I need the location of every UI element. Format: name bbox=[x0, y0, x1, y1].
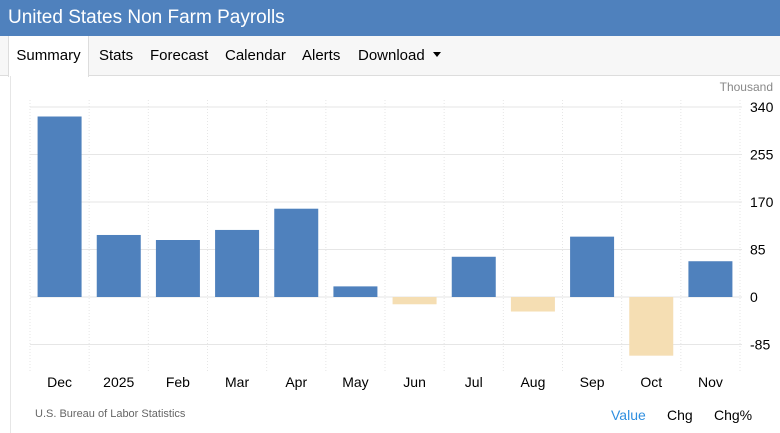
y-tick-label: 0 bbox=[750, 289, 758, 305]
bar-nov[interactable] bbox=[688, 261, 733, 297]
y-tick-label: -85 bbox=[750, 337, 770, 353]
bar-may[interactable] bbox=[333, 286, 378, 297]
x-tick-label: Aug bbox=[520, 374, 545, 390]
x-tick-label: Jul bbox=[465, 374, 483, 390]
caret-down-icon bbox=[432, 51, 441, 57]
view-tab-value[interactable]: Value bbox=[611, 407, 646, 423]
bar-apr[interactable] bbox=[274, 208, 319, 297]
bar-sep[interactable] bbox=[570, 236, 615, 297]
bar-jun[interactable] bbox=[392, 297, 437, 305]
x-tick-label: Oct bbox=[640, 374, 662, 390]
x-tick-label: Jun bbox=[403, 374, 426, 390]
source-label: U.S. Bureau of Labor Statistics bbox=[35, 408, 186, 420]
bar-oct[interactable] bbox=[629, 297, 674, 356]
bar-feb[interactable] bbox=[155, 240, 200, 297]
unit-label: Thousand bbox=[720, 80, 773, 94]
x-tick-label: 2025 bbox=[103, 374, 134, 390]
bars bbox=[37, 116, 733, 356]
y-axis: 340 255 170 85 0 -85 bbox=[750, 99, 774, 353]
y-tick-label: 85 bbox=[750, 242, 766, 258]
chart-panel bbox=[10, 76, 780, 433]
bar-mar[interactable] bbox=[215, 229, 260, 297]
page-title: United States Non Farm Payrolls bbox=[0, 0, 780, 36]
x-tick-label: May bbox=[342, 374, 368, 390]
tab-download-label: Download bbox=[358, 47, 425, 64]
tab-stats[interactable]: Stats bbox=[99, 47, 134, 64]
grid-layer bbox=[29, 100, 742, 371]
tab-bar: Summary Stats Forecast Calendar Alerts D… bbox=[0, 36, 780, 77]
x-tick-label: Apr bbox=[285, 374, 307, 390]
view-tab-chg-percent[interactable]: Chg% bbox=[714, 407, 753, 423]
y-tick-label: 255 bbox=[750, 147, 774, 163]
view-tab-chg[interactable]: Chg bbox=[667, 407, 693, 423]
bar-jul[interactable] bbox=[451, 256, 496, 297]
tab-forecast[interactable]: Forecast bbox=[150, 47, 209, 64]
y-tick-label: 340 bbox=[750, 99, 774, 115]
x-axis: Dec 2025 Feb Mar Apr May Jun Jul Aug Sep Oct Nov bbox=[47, 374, 723, 390]
bar-2025[interactable] bbox=[96, 234, 141, 297]
tab-summary[interactable]: Summary bbox=[8, 36, 89, 77]
x-tick-label: Dec bbox=[47, 374, 72, 390]
tab-alerts[interactable]: Alerts bbox=[302, 47, 341, 64]
bar-dec[interactable] bbox=[37, 116, 82, 298]
x-tick-label: Sep bbox=[580, 374, 605, 390]
bar-aug[interactable] bbox=[510, 297, 555, 312]
x-tick-label: Mar bbox=[225, 374, 249, 390]
tab-calendar[interactable]: Calendar bbox=[225, 47, 286, 64]
x-tick-label: Feb bbox=[166, 374, 190, 390]
y-tick-label: 170 bbox=[750, 194, 774, 210]
tab-download[interactable]: Download bbox=[358, 36, 441, 76]
x-tick-label: Nov bbox=[698, 374, 723, 390]
